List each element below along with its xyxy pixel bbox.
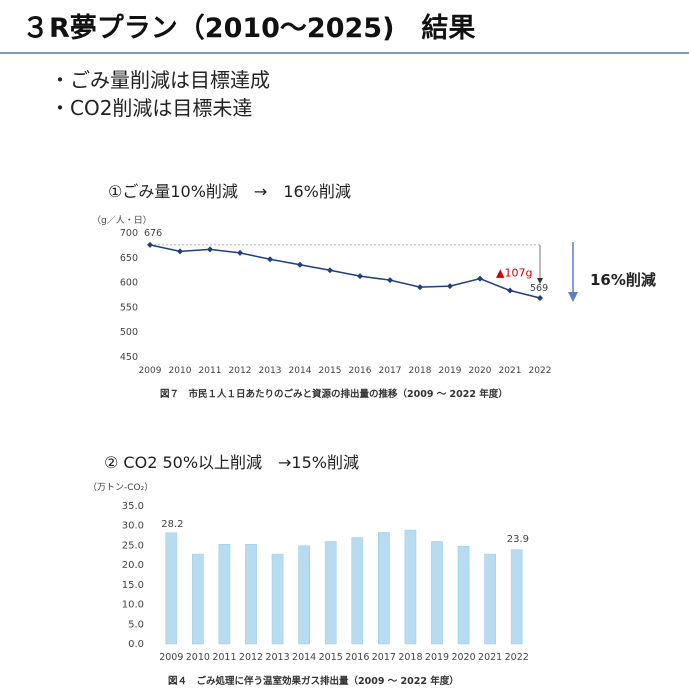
y-tick-label: 450 [120, 352, 138, 363]
x-tick-label: 2022 [529, 366, 552, 376]
co2-bar [510, 549, 523, 645]
co2-bar [218, 543, 231, 645]
data-point [297, 261, 303, 268]
y-tick-label: 600 [120, 278, 138, 289]
y-tick-label: 700 [120, 228, 138, 239]
x-tick-label: 2012 [229, 366, 252, 376]
title-divider [0, 52, 689, 54]
x-tick-label: 2012 [239, 652, 263, 663]
reduction-annotation: ▲107g [496, 267, 532, 280]
y-tick-label: 550 [120, 302, 138, 313]
x-tick-label: 2022 [505, 652, 529, 663]
bullet-waste-target-met: ・ごみ量削減は目標達成 [50, 68, 270, 92]
y-unit-label: （g／人・日） [92, 215, 152, 226]
x-tick-label: 2011 [199, 366, 222, 376]
last-data-label: 23.9 [507, 534, 529, 545]
co2-chart-caption: 図４ ごみ処理に伴う温室効果ガス排出量（2009 ～ 2022 年度） [168, 676, 459, 687]
co2-chart-heading: ② CO2 50%以上削減 →15%削減 [104, 453, 359, 472]
x-tick-label: 2017 [372, 652, 396, 663]
co2-bar [324, 541, 337, 645]
co2-bar [404, 529, 417, 645]
y-tick-label: 25.0 [122, 540, 144, 551]
bullet-list: ・ごみ量削減は目標達成 ・CO2削減は目標未達 [50, 66, 270, 122]
x-tick-label: 2019 [425, 652, 449, 663]
data-point [357, 273, 363, 280]
x-tick-label: 2010 [169, 366, 192, 376]
data-point [207, 246, 213, 253]
x-tick-label: 2015 [319, 652, 343, 663]
x-tick-label: 2014 [292, 652, 316, 663]
x-tick-label: 2021 [499, 366, 522, 376]
x-tick-label: 2020 [469, 366, 492, 376]
co2-bar [378, 532, 390, 645]
x-tick-label: 2021 [478, 652, 502, 663]
waste-chart-caption: 図７ 市民１人１日あたりのごみと資源の排出量の推移（2009 ～ 2022 年度… [160, 389, 508, 400]
y-tick-label: 650 [120, 253, 138, 264]
x-tick-label: 2014 [289, 366, 312, 376]
co2-bar [457, 545, 470, 645]
x-tick-label: 2016 [349, 366, 372, 376]
data-point [177, 248, 183, 255]
data-point [477, 275, 483, 282]
waste-series-line [149, 244, 541, 299]
x-tick-label: 2018 [398, 652, 422, 663]
data-point [537, 294, 543, 301]
y-tick-label: 35.0 [122, 501, 144, 512]
x-tick-label: 2009 [159, 652, 183, 663]
last-data-label: 569 [530, 283, 548, 294]
bullet-co2-target-missed: ・CO2削減は目標未達 [50, 96, 253, 120]
data-point [387, 277, 393, 284]
y-tick-label: 5.0 [128, 619, 144, 630]
co2-bar [484, 553, 496, 645]
y-tick-label: 500 [120, 327, 138, 338]
waste-line-chart: （g／人・日） 450 500 550 600 650 700 2009 2010 2011 2… [92, 215, 552, 376]
x-tick-label: 2009 [139, 366, 162, 376]
y-unit-label: （万トン-CO₂） [88, 482, 153, 493]
co2-bar [298, 545, 310, 645]
x-tick-label: 2018 [409, 366, 432, 376]
data-point [327, 267, 333, 274]
reduction-result-note: 16%削減 [590, 271, 656, 289]
first-data-label: 28.2 [161, 519, 183, 530]
x-tick-label: 2019 [439, 366, 462, 376]
x-tick-label: 2017 [379, 366, 402, 376]
data-point [447, 283, 453, 290]
y-tick-label: 0.0 [128, 639, 144, 650]
x-tick-label: 2013 [259, 366, 282, 376]
y-tick-label: 30.0 [122, 521, 144, 532]
y-tick-label: 10.0 [122, 600, 144, 611]
y-tick-label: 15.0 [122, 580, 144, 591]
data-point [147, 241, 153, 248]
x-tick-label: 2011 [212, 652, 236, 663]
co2-bar [165, 532, 178, 645]
co2-bar [351, 537, 364, 645]
x-tick-label: 2020 [451, 652, 475, 663]
first-data-label: 676 [144, 228, 162, 239]
data-point [267, 256, 273, 263]
reduction-arrowhead [537, 277, 543, 284]
data-point [507, 287, 513, 294]
co2-bar-chart: （万トン-CO₂） 0.0 5.0 10.0 15.0 20.0 25.0 30.0 35.0… [88, 482, 529, 663]
co2-bar [192, 553, 204, 645]
down-arrow-icon [568, 242, 578, 302]
y-tick-label: 20.0 [122, 560, 144, 571]
data-point [417, 284, 423, 291]
co2-bar [271, 553, 284, 645]
x-tick-label: 2016 [345, 652, 369, 663]
waste-chart-heading: ①ごみ量10%削減 → 16%削減 [108, 182, 351, 201]
x-tick-label: 2013 [265, 652, 289, 663]
slide-title: ３R夢プラン（2010～2025) 結果 [22, 13, 476, 44]
co2-bar [431, 541, 443, 645]
x-tick-label: 2010 [186, 652, 210, 663]
co2-bar [245, 543, 257, 645]
data-point [237, 249, 243, 256]
x-tick-label: 2015 [319, 366, 342, 376]
